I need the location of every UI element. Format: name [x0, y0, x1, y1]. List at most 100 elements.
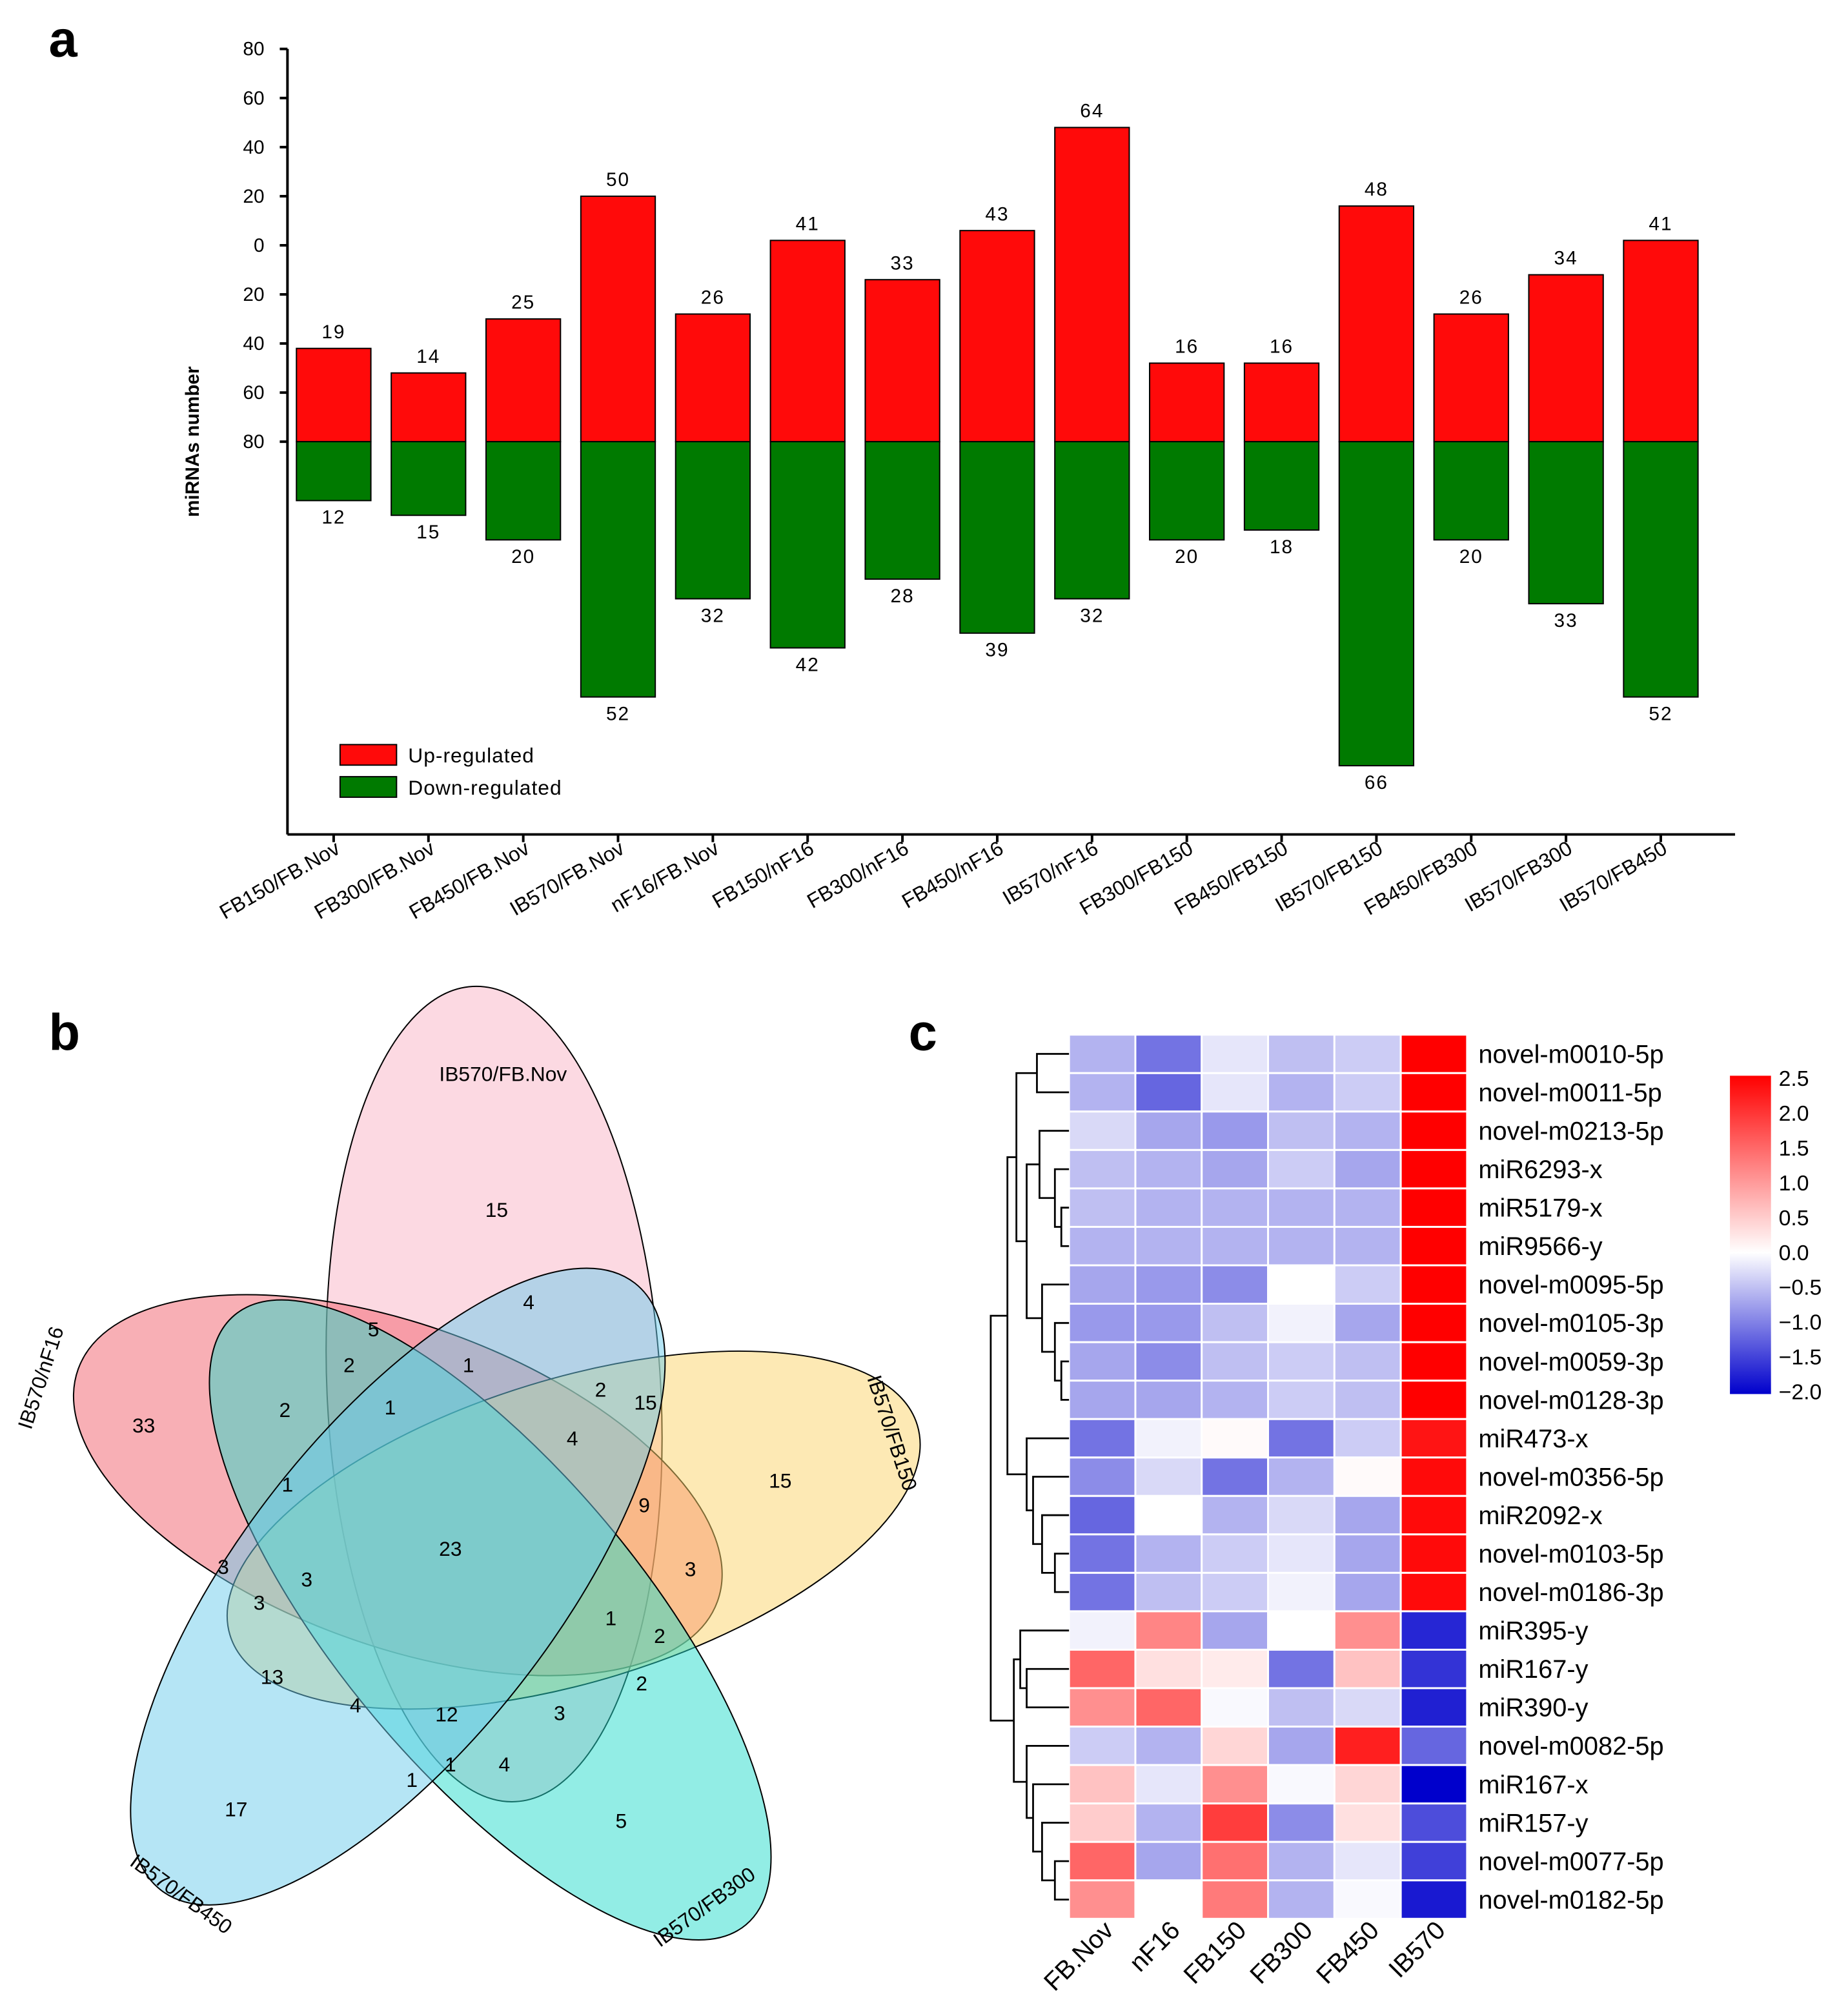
y-tick-label: 20 — [243, 284, 264, 305]
heatmap-cell — [1201, 1571, 1270, 1613]
heatmap-cell — [1201, 1687, 1270, 1728]
heatmap-cell — [1399, 1303, 1468, 1343]
heatmap-row-label: miR390-y — [1478, 1694, 1588, 1722]
colorbar-tick-label: −1.5 — [1779, 1345, 1822, 1369]
x-tick-label: IB570/FB300 — [1461, 836, 1576, 916]
y-tick-label: 60 — [243, 382, 264, 403]
data-label-up: 16 — [1270, 336, 1294, 358]
data-label-up: 48 — [1365, 179, 1388, 200]
heatmap-cell — [1201, 1494, 1270, 1536]
heatmap-cell — [1068, 1764, 1137, 1805]
x-tick-label: FB450/nF16 — [898, 836, 1008, 913]
heatmap-cell — [1333, 1225, 1402, 1267]
heatmap-cell — [1068, 1072, 1137, 1113]
venn-region-count: 1 — [445, 1753, 456, 1776]
bar-down — [1054, 441, 1130, 600]
heatmap-cell — [1201, 1802, 1270, 1843]
dendrogram-branch — [1036, 1053, 1070, 1094]
heatmap-cell — [1267, 1341, 1335, 1382]
heatmap-cell — [1267, 1034, 1335, 1074]
venn-region-count: 13 — [261, 1666, 283, 1689]
data-label-up: 26 — [701, 287, 725, 309]
heatmap-row-label: novel-m0105-3p — [1478, 1309, 1663, 1338]
data-label-up: 41 — [796, 213, 820, 234]
heatmap-cell — [1134, 1110, 1203, 1151]
data-label-down: 15 — [416, 522, 440, 543]
heatmap-cell — [1333, 1303, 1402, 1343]
dendrogram-branch — [1019, 1629, 1070, 1689]
venn-region-count: 3 — [254, 1591, 265, 1614]
heatmap-cell — [1134, 1687, 1203, 1728]
colorbar-tick-label: −2.0 — [1779, 1380, 1822, 1404]
heatmap-cell — [1267, 1303, 1335, 1343]
heatmap-cell — [1068, 1533, 1137, 1574]
venn-set-label: IB570/nF16 — [14, 1323, 68, 1431]
colorbar-tick-label: 0.0 — [1779, 1241, 1809, 1265]
heatmap-cell — [1134, 1380, 1203, 1420]
heatmap-cell — [1134, 1187, 1203, 1228]
bar-down — [959, 441, 1035, 634]
heatmap-cell — [1068, 1571, 1137, 1613]
heatmap-cell — [1134, 1494, 1203, 1536]
heatmap-cell — [1201, 1456, 1270, 1497]
bar-up — [485, 318, 562, 443]
heatmap-cell — [1134, 1072, 1203, 1113]
bar-down — [580, 441, 656, 698]
heatmap-row-label: novel-m0186-3p — [1478, 1578, 1663, 1607]
y-tick-label: 80 — [243, 431, 264, 453]
heatmap-cell — [1134, 1225, 1203, 1267]
heatmap-cell — [1267, 1533, 1335, 1574]
heatmap-cell — [1399, 1034, 1468, 1074]
heatmap-cell — [1267, 1610, 1335, 1651]
bar-chart: 80 60 40 20 0 20 40 60 80 miRNAs number 19 12 FB150/… — [182, 39, 1736, 924]
heatmap-cell — [1399, 1764, 1468, 1805]
heatmap-row-label: miR473-x — [1478, 1425, 1588, 1453]
heatmap-cell — [1399, 1841, 1468, 1882]
data-label-down: 20 — [511, 546, 535, 567]
heatmap-row-label: novel-m0213-5p — [1478, 1117, 1663, 1146]
y-tick-label: 80 — [243, 39, 264, 60]
heatmap-cell — [1399, 1726, 1468, 1766]
colorbar-tick-label: 2.5 — [1779, 1066, 1809, 1091]
heatmap-cell — [1267, 1264, 1335, 1305]
bar-down — [1433, 441, 1509, 541]
bar-up — [959, 230, 1035, 443]
heatmap-cell — [1267, 1648, 1335, 1689]
heatmap-row-label: miR395-y — [1478, 1617, 1588, 1646]
heatmap-cell — [1134, 1648, 1203, 1689]
venn-region-count: 5 — [368, 1318, 380, 1341]
heatmap-cell — [1068, 1879, 1137, 1920]
venn-region-count: 23 — [439, 1537, 462, 1560]
heatmap-cell — [1399, 1072, 1468, 1113]
data-label-up: 41 — [1649, 213, 1672, 234]
heatmap-cell — [1201, 1879, 1270, 1920]
venn-region-count: 3 — [554, 1701, 565, 1724]
venn-region-count: 1 — [385, 1396, 396, 1419]
heatmap-cell — [1333, 1802, 1402, 1843]
heatmap-cell — [1399, 1418, 1468, 1459]
heatmap-cell — [1068, 1187, 1137, 1228]
heatmap-cell — [1201, 1187, 1270, 1228]
heatmap-column-label: FB150 — [1178, 1916, 1252, 1990]
dendrogram-branch — [990, 1314, 1014, 1722]
heatmap-cell — [1134, 1034, 1203, 1074]
heatmap-cell — [1068, 1303, 1137, 1343]
panel-label-c: c — [909, 1004, 937, 1061]
venn-region-count: 1 — [463, 1354, 474, 1377]
heatmap-cell — [1068, 1110, 1137, 1151]
heatmap-cell — [1201, 1726, 1270, 1766]
data-label-down: 66 — [1365, 772, 1388, 793]
bar-down — [864, 441, 940, 580]
heatmap-cell — [1267, 1225, 1335, 1267]
heatmap-cell — [1267, 1148, 1335, 1190]
venn-region-count: 3 — [685, 1558, 696, 1581]
heatmap-cell — [1068, 1341, 1137, 1382]
heatmap-cell — [1267, 1764, 1335, 1805]
heatmap-cell — [1201, 1303, 1270, 1343]
heatmap-row-label: miR9566-y — [1478, 1232, 1602, 1261]
data-label-down: 32 — [701, 605, 725, 626]
heatmap-cell — [1399, 1494, 1468, 1536]
venn-region-count: 2 — [636, 1672, 647, 1695]
heatmap-cell — [1201, 1648, 1270, 1689]
heatmap-cell — [1333, 1110, 1402, 1151]
